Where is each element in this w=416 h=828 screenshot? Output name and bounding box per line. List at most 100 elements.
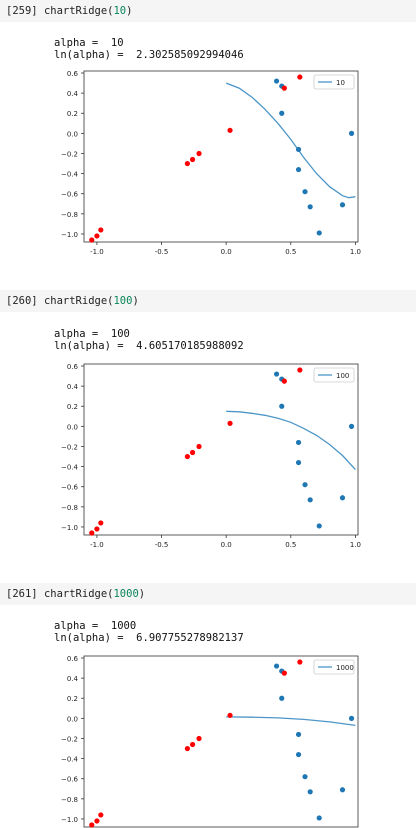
red-point bbox=[297, 659, 303, 665]
red-point bbox=[94, 818, 100, 824]
red-point bbox=[184, 453, 190, 460]
alpha-line: alpha = 10 bbox=[54, 37, 124, 49]
red-point bbox=[196, 443, 202, 450]
red-point bbox=[184, 160, 190, 167]
ln-alpha-line: ln(alpha) = 4.605170185988092 bbox=[54, 340, 244, 352]
red-point bbox=[189, 741, 196, 748]
x-tick-label: -1.0 bbox=[90, 541, 104, 549]
blue-point bbox=[295, 751, 302, 758]
legend-box bbox=[313, 659, 355, 675]
blue-point bbox=[316, 815, 322, 821]
y-tick-label: 0.2 bbox=[67, 403, 78, 411]
function-name: chartRidge bbox=[43, 5, 108, 17]
blue-point bbox=[295, 146, 302, 153]
code-cell-261[interactable]: [261] chartRidge(1000) bbox=[0, 583, 416, 605]
x-tick-label: 1.0 bbox=[350, 541, 361, 549]
blue-point bbox=[339, 202, 346, 208]
ln-alpha-line: ln(alpha) = 2.302585092994046 bbox=[54, 49, 244, 61]
x-tick-label: 0.0 bbox=[221, 541, 232, 549]
legend-label: 100 bbox=[336, 372, 349, 380]
y-tick-label: 0.0 bbox=[67, 423, 78, 431]
y-tick-label: 0.4 bbox=[67, 90, 79, 98]
code-cell-260[interactable]: [260] chartRidge(100) bbox=[0, 290, 416, 312]
ridge-fit-line bbox=[226, 410, 356, 471]
red-point bbox=[281, 85, 287, 91]
red-point bbox=[227, 712, 233, 718]
y-tick-label: −0.8 bbox=[61, 796, 78, 804]
blue-point bbox=[307, 789, 313, 795]
y-tick-label: −0.4 bbox=[61, 756, 79, 764]
x-tick-label: 0.0 bbox=[221, 248, 232, 256]
blue-point bbox=[273, 78, 280, 84]
red-point bbox=[184, 745, 190, 752]
blue-point bbox=[295, 459, 302, 466]
code-cell-259[interactable]: [259] chartRidge(10) bbox=[0, 0, 416, 22]
blue-point bbox=[339, 787, 346, 793]
y-tick-label: −0.6 bbox=[61, 191, 79, 199]
blue-point bbox=[295, 439, 302, 446]
y-tick-label: 0.6 bbox=[67, 363, 79, 371]
legend-box bbox=[313, 367, 355, 383]
output-text: alpha = 10 ln(alpha) = 2.302585092994046 bbox=[54, 37, 244, 61]
blue-point bbox=[295, 166, 302, 173]
blue-point bbox=[316, 230, 322, 236]
blue-point bbox=[316, 523, 322, 529]
y-tick-label: −1.0 bbox=[61, 231, 78, 239]
plot-frame bbox=[83, 70, 359, 243]
x-tick-label: -1.0 bbox=[90, 248, 104, 256]
y-tick-label: −0.8 bbox=[61, 504, 78, 512]
red-point bbox=[94, 233, 100, 239]
cell-prompt: [260] bbox=[6, 295, 38, 307]
x-tick-label: -0.5 bbox=[155, 248, 169, 256]
red-point bbox=[89, 822, 95, 828]
legend-box bbox=[313, 74, 355, 90]
blue-point bbox=[273, 663, 280, 669]
alpha-line: alpha = 1000 bbox=[54, 620, 137, 632]
ridge-chart-100: 0.6 0.4 0.2 0.0 −0.2 −0.4 −0.6 −0.8 −1.0 -1.0 -0.5… bbox=[61, 363, 361, 549]
blue-point bbox=[302, 774, 308, 780]
blue-point bbox=[307, 204, 313, 210]
red-point bbox=[189, 156, 196, 163]
y-tick-label: −0.4 bbox=[61, 171, 79, 179]
blue-point bbox=[279, 110, 285, 116]
y-tick-label: 0.0 bbox=[67, 130, 78, 138]
ridge-fit-line bbox=[226, 716, 356, 727]
red-point bbox=[189, 449, 196, 456]
y-tick-label: −0.6 bbox=[61, 776, 79, 784]
red-point bbox=[89, 530, 95, 536]
y-tick-label: 0.4 bbox=[67, 675, 79, 683]
red-point bbox=[94, 526, 100, 532]
ridge-chart-1000: 0.6 0.4 0.2 0.0 −0.2 −0.4 −0.6 −0.8 −1.0 1000 bbox=[61, 655, 359, 828]
red-point bbox=[281, 670, 287, 676]
blue-point bbox=[339, 495, 346, 501]
blue-point bbox=[302, 189, 308, 195]
red-point bbox=[98, 227, 104, 233]
plot-frame bbox=[83, 363, 359, 536]
x-tick-label: 0.5 bbox=[285, 248, 296, 256]
function-name: chartRidge bbox=[43, 588, 108, 600]
red-point bbox=[196, 735, 202, 742]
red-point bbox=[196, 150, 202, 157]
cell-prompt: [259] bbox=[6, 5, 38, 17]
plot-frame bbox=[83, 655, 359, 828]
ln-alpha-line: ln(alpha) = 6.907755278982137 bbox=[54, 632, 244, 644]
y-tick-label: 0.4 bbox=[67, 383, 79, 391]
function-arg: 1000 bbox=[113, 588, 139, 600]
blue-point bbox=[348, 130, 355, 136]
red-point bbox=[281, 378, 287, 384]
blue-point bbox=[307, 497, 313, 503]
function-arg: 100 bbox=[113, 295, 133, 307]
y-tick-label: 0.0 bbox=[67, 715, 78, 723]
ridge-chart-10: 0.6 0.4 0.2 0.0 −0.2 −0.4 −0.6 −0.8 −1.0 -1.0 -0.5… bbox=[61, 70, 361, 256]
y-tick-label: −0.8 bbox=[61, 211, 78, 219]
blue-point bbox=[348, 715, 355, 721]
y-tick-label: −0.4 bbox=[61, 464, 79, 472]
y-tick-label: 0.6 bbox=[67, 655, 79, 663]
blue-point bbox=[279, 403, 285, 409]
y-tick-label: −0.2 bbox=[61, 150, 78, 158]
red-point bbox=[297, 74, 303, 80]
x-tick-label: 1.0 bbox=[350, 248, 361, 256]
cell-prompt: [261] bbox=[6, 588, 38, 600]
blue-point bbox=[273, 371, 280, 377]
legend-label: 10 bbox=[336, 79, 345, 87]
